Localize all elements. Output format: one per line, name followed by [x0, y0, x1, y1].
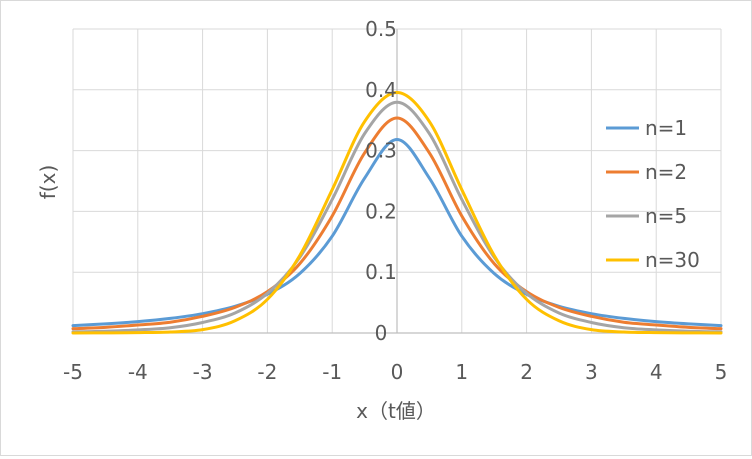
x-tick-label: 3 — [585, 360, 598, 384]
axes — [73, 29, 721, 334]
x-tick-label: 1 — [455, 360, 468, 384]
x-tick-label: 4 — [650, 360, 663, 384]
x-axis-title: x（t値） — [356, 399, 436, 423]
y-tick-label: 0.1 — [365, 260, 397, 284]
y-tick-label: 0 — [375, 321, 388, 345]
y-tick-label: 0.5 — [365, 17, 397, 41]
x-tick-label: -1 — [322, 360, 342, 384]
x-tick-label: 5 — [715, 360, 728, 384]
series-lines — [71, 90, 723, 335]
y-tick-label: 0.4 — [365, 78, 397, 102]
x-tick-label: -2 — [257, 360, 277, 384]
y-axis-title: f(x) — [36, 165, 60, 199]
y-tick-label: 0.3 — [365, 139, 397, 163]
legend-label: n=2 — [645, 160, 687, 184]
x-tick-label: 0 — [391, 360, 404, 384]
y-tick-labels: 0 0.1 0.2 0.3 0.4 0.5 — [365, 17, 397, 345]
legend: n=1 n=2 n=5 n=30 — [606, 116, 700, 272]
legend-label: n=1 — [645, 116, 687, 140]
series-line-n1 — [71, 137, 723, 328]
legend-label: n=30 — [645, 248, 700, 272]
x-tick-label: -5 — [63, 360, 83, 384]
y-tick-label: 0.2 — [365, 199, 397, 223]
x-tick-label: 2 — [520, 360, 533, 384]
x-tick-labels: -5 -4 -3 -2 -1 0 1 2 3 4 5 — [63, 360, 727, 384]
series-line-n2 — [71, 116, 723, 331]
legend-label: n=5 — [645, 204, 687, 228]
series-line-n5 — [71, 100, 723, 334]
x-tick-label: -4 — [128, 360, 148, 384]
series-line-n30 — [71, 90, 723, 335]
x-tick-label: -3 — [193, 360, 213, 384]
